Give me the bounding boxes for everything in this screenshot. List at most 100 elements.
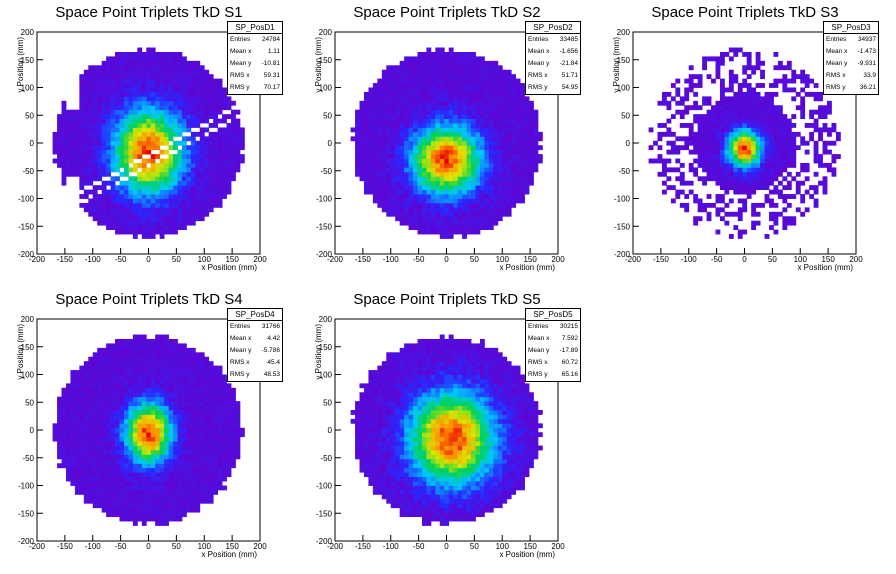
heatmap-cell — [155, 343, 161, 349]
heatmap-cell — [417, 65, 423, 71]
heatmap-cell — [395, 127, 401, 133]
heatmap-cell — [773, 202, 779, 208]
heatmap-cell — [377, 114, 383, 119]
heatmap-cell — [74, 387, 80, 393]
heatmap-cell — [684, 87, 690, 93]
heatmap-cell — [115, 494, 120, 500]
heatmap-cell — [462, 56, 467, 62]
heatmap-cell — [795, 91, 801, 97]
heatmap-cell — [448, 47, 454, 53]
heatmap-cell — [484, 167, 490, 173]
heatmap-cell — [737, 127, 743, 133]
heatmap-cell — [123, 441, 129, 446]
heatmap-cell — [181, 405, 187, 411]
heatmap-cell — [715, 131, 721, 137]
heatmap-cell — [101, 105, 107, 111]
heatmap-cell — [146, 498, 152, 504]
heatmap-cell — [177, 356, 183, 362]
heatmap-cell — [363, 96, 369, 102]
heatmap-cell — [101, 387, 107, 393]
heatmap-cell — [177, 374, 183, 380]
heatmap-cell — [800, 74, 806, 80]
heatmap-cell — [132, 410, 138, 415]
heatmap-cell — [132, 516, 138, 522]
heatmap-cell — [728, 198, 734, 204]
heatmap-cell — [231, 149, 236, 155]
heatmap-cell — [74, 167, 80, 173]
heatmap-cell — [773, 65, 779, 71]
heatmap-cell — [213, 476, 219, 482]
heatmap-cell — [497, 131, 503, 137]
heatmap-cell — [190, 485, 196, 491]
heatmap-cell — [493, 158, 499, 164]
heatmap-cell — [417, 109, 423, 115]
heatmap-cell — [702, 118, 707, 124]
heatmap-cell — [502, 74, 508, 80]
heatmap-cell — [448, 229, 454, 235]
heatmap-cell — [764, 105, 770, 111]
heatmap-cell — [372, 176, 378, 182]
heatmap-cell — [404, 56, 409, 62]
heatmap-cell — [123, 387, 129, 393]
heatmap-cell — [119, 198, 125, 204]
heatmap-cell — [746, 56, 752, 62]
heatmap-cell — [435, 154, 441, 159]
heatmap-cell — [101, 449, 107, 455]
heatmap-cell — [724, 140, 730, 146]
heatmap-cell — [800, 136, 806, 142]
heatmap-cell — [123, 123, 129, 128]
heatmap-cell — [217, 140, 223, 146]
heatmap-cell — [115, 56, 120, 62]
heatmap-cell — [475, 185, 481, 191]
heatmap-cell — [372, 131, 378, 137]
heatmap-cell — [97, 423, 103, 429]
heatmap-cell — [413, 140, 418, 146]
heatmap-cell — [715, 167, 721, 173]
heatmap-cell — [106, 56, 111, 62]
heatmap-cell — [688, 162, 694, 168]
heatmap-cell — [150, 441, 156, 446]
heatmap-cell — [213, 105, 219, 111]
heatmap-cell — [155, 485, 161, 491]
heatmap-cell — [484, 131, 490, 137]
heatmap-cell — [666, 140, 672, 146]
heatmap-cell — [177, 69, 183, 75]
heatmap-cell — [746, 60, 752, 66]
heatmap-cell — [141, 463, 147, 469]
heatmap-cell — [83, 167, 89, 173]
heatmap-cell — [70, 118, 76, 124]
heatmap-cell — [520, 149, 525, 155]
heatmap-cell — [208, 207, 214, 213]
heatmap-cell — [119, 123, 125, 128]
heatmap-cell — [386, 149, 392, 155]
heatmap-cell — [471, 96, 476, 102]
heatmap-cell — [381, 91, 387, 97]
heatmap-cell — [666, 118, 672, 124]
heatmap-cell — [128, 207, 134, 213]
heatmap-cell — [164, 481, 169, 486]
heatmap-cell — [173, 485, 178, 491]
heatmap-cell — [190, 432, 196, 438]
heatmap-cell — [123, 91, 129, 97]
heatmap-cell — [79, 118, 85, 124]
heatmap-cell — [386, 171, 392, 177]
heatmap-cell — [448, 202, 454, 208]
heatmap-cell — [128, 401, 134, 406]
heatmap-cell — [150, 51, 156, 57]
heatmap-cell — [742, 140, 748, 146]
heatmap-cell — [79, 432, 85, 438]
heatmap-cell — [177, 180, 183, 186]
heatmap-cell — [368, 123, 374, 128]
heatmap-cell — [506, 149, 512, 155]
heatmap-cell — [426, 202, 432, 208]
heatmap-cell — [123, 171, 129, 177]
heatmap-cell — [123, 516, 129, 522]
heatmap-cell — [448, 51, 454, 57]
heatmap-cell — [742, 131, 748, 137]
heatmap-cell — [88, 370, 94, 375]
heatmap-cell — [199, 87, 205, 93]
heatmap-cell — [408, 225, 414, 230]
heatmap-cell — [355, 127, 360, 133]
heatmap-cell — [421, 105, 427, 111]
heatmap-cell — [79, 436, 85, 442]
